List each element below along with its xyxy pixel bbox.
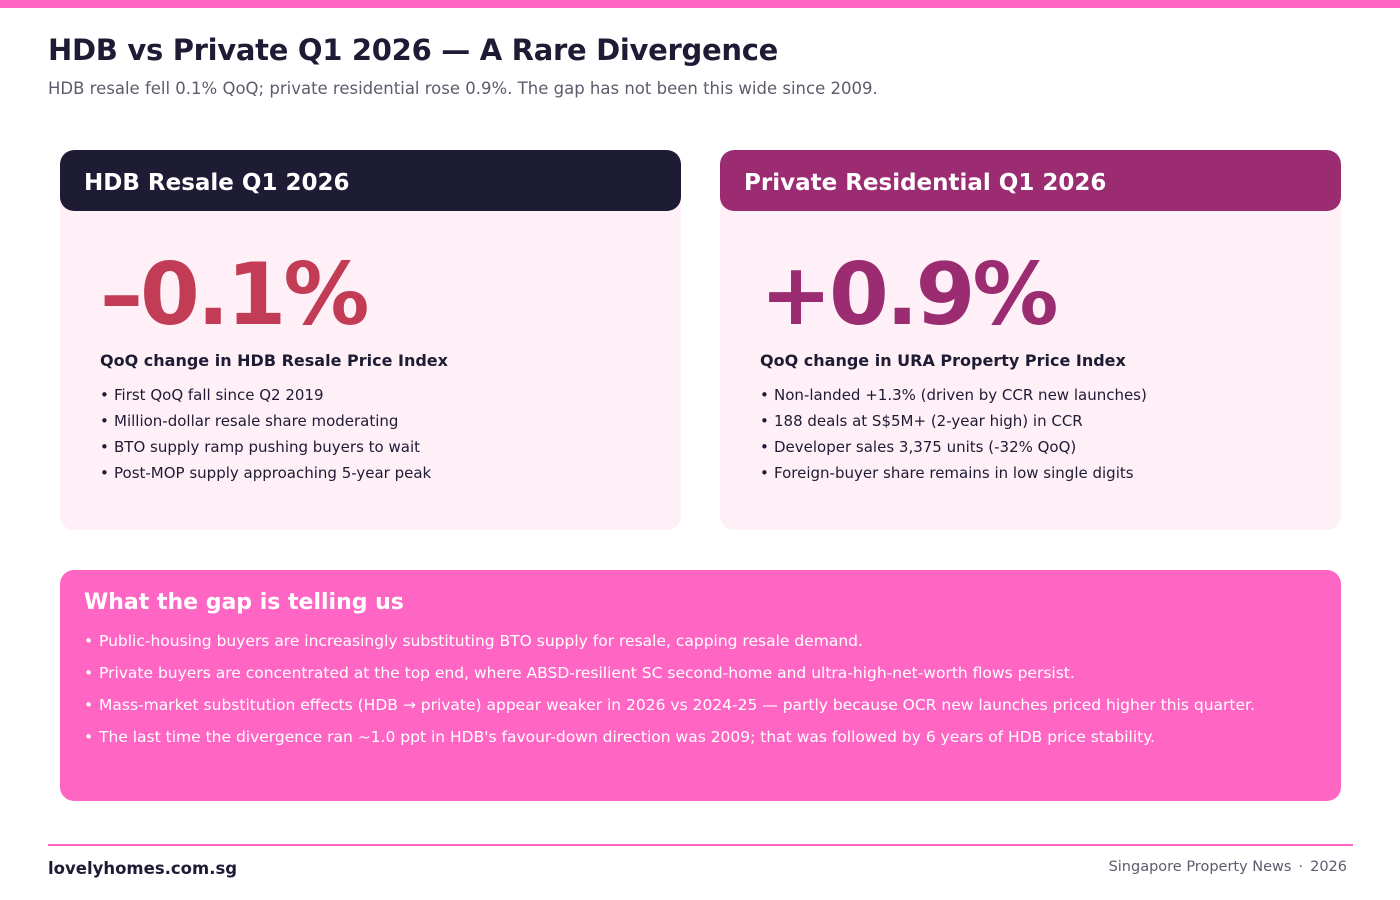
private-bullet-list: • Non-landed +1.3% (driven by CCR new lau… (760, 382, 1147, 486)
bullet-text: Private buyers are concentrated at the t… (99, 664, 1075, 682)
bullet-text: Developer sales 3,375 units (-32% QoQ) (774, 438, 1077, 456)
top-accent-bar (0, 0, 1400, 8)
list-item: • BTO supply ramp pushing buyers to wait (100, 434, 431, 460)
list-item: • Post-MOP supply approaching 5-year peak (100, 460, 431, 486)
bullet-text: Post-MOP supply approaching 5-year peak (114, 464, 432, 482)
bullet-text: BTO supply ramp pushing buyers to wait (114, 438, 420, 456)
footer-brand: lovelyhomes.com.sg (48, 859, 238, 878)
insight-bullet-list: • Public-housing buyers are increasingly … (84, 625, 1317, 753)
bullet-icon: • (100, 412, 109, 430)
bullet-text: First QoQ fall since Q2 2019 (114, 386, 324, 404)
insight-panel: What the gap is telling us • Public-housi… (60, 570, 1341, 801)
footer-separator: · (1298, 859, 1304, 875)
bullet-text: Foreign-buyer share remains in low singl… (774, 464, 1134, 482)
list-item: • Mass-market substitution effects (HDB →… (84, 689, 1317, 721)
private-residential-card: Private Residential Q1 2026 +0.9% QoQ ch… (720, 150, 1341, 530)
bullet-text: The last time the divergence ran ~1.0 pp… (99, 728, 1156, 746)
list-item: • Public-housing buyers are increasingly … (84, 625, 1317, 657)
bullet-icon: • (100, 464, 109, 482)
list-item: • Private buyers are concentrated at the … (84, 657, 1317, 689)
bullet-icon: • (84, 728, 94, 746)
page-title: HDB vs Private Q1 2026 — A Rare Divergen… (48, 33, 778, 67)
bullet-icon: • (760, 386, 769, 404)
bullet-icon: • (84, 632, 94, 650)
list-item: • The last time the divergence ran ~1.0 p… (84, 721, 1317, 753)
bullet-icon: • (760, 464, 769, 482)
bullet-text: Public-housing buyers are increasingly s… (99, 632, 863, 650)
bullet-text: Million-dollar resale share moderating (114, 412, 399, 430)
private-qoq-value: +0.9% (760, 245, 1059, 345)
list-item: • 188 deals at S$5M+ (2-year high) in CCR (760, 408, 1147, 434)
bullet-text: Non-landed +1.3% (driven by CCR new laun… (774, 386, 1147, 404)
list-item: • Million-dollar resale share moderating (100, 408, 431, 434)
bullet-text: Mass-market substitution effects (HDB → … (99, 696, 1255, 714)
hdb-card-header: HDB Resale Q1 2026 (60, 150, 681, 211)
bullet-icon: • (100, 386, 109, 404)
list-item: • First QoQ fall since Q2 2019 (100, 382, 431, 408)
page-subtitle: HDB resale fell 0.1% QoQ; private reside… (48, 79, 878, 98)
bullet-icon: • (84, 664, 94, 682)
bullet-icon: • (100, 438, 109, 456)
bullet-icon: • (84, 696, 94, 714)
list-item: • Non-landed +1.3% (driven by CCR new lau… (760, 382, 1147, 408)
footer-publication: Singapore Property News (1108, 859, 1292, 875)
footer-divider (48, 844, 1353, 846)
bullet-text: 188 deals at S$5M+ (2-year high) in CCR (774, 412, 1083, 430)
bullet-icon: • (760, 438, 769, 456)
hdb-bullet-list: • First QoQ fall since Q2 2019 • Million-d… (100, 382, 431, 486)
hdb-metric-label: QoQ change in HDB Resale Price Index (100, 351, 448, 370)
bullet-icon: • (760, 412, 769, 430)
list-item: • Foreign-buyer share remains in low sing… (760, 460, 1147, 486)
private-card-header: Private Residential Q1 2026 (720, 150, 1341, 211)
private-metric-label: QoQ change in URA Property Price Index (760, 351, 1126, 370)
hdb-resale-card: HDB Resale Q1 2026 –0.1% QoQ change in H… (60, 150, 681, 530)
list-item: • Developer sales 3,375 units (-32% QoQ) (760, 434, 1147, 460)
hdb-qoq-value: –0.1% (100, 245, 370, 345)
footer-meta: Singapore Property News · 2026 (1109, 859, 1347, 875)
footer-year: 2026 (1310, 859, 1347, 875)
insight-title: What the gap is telling us (84, 590, 404, 615)
